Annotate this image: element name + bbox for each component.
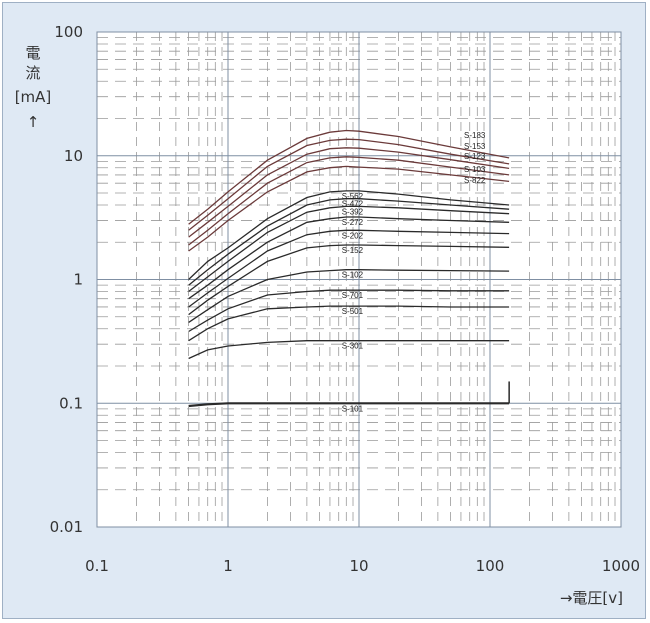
y-label-line-2: [mA] xyxy=(15,88,52,106)
x-axis-label: →電圧[v] xyxy=(560,589,623,607)
x-tick-label: 1000 xyxy=(602,557,640,575)
series-label-s-301: S-301 xyxy=(342,342,364,351)
series-line-s-822 xyxy=(188,165,510,252)
series-line-s-153 xyxy=(188,138,510,231)
series-line-s-183 xyxy=(188,129,510,225)
series-label-s-272: S-272 xyxy=(342,218,364,227)
series-line-s-392 xyxy=(188,205,510,293)
series-label-s-103: S-103 xyxy=(464,165,486,174)
series-label-s-101: S-101 xyxy=(342,404,364,413)
series-line-s-701 xyxy=(188,289,510,333)
series-label-s-822: S-822 xyxy=(464,176,486,185)
y-tick-label: 1 xyxy=(73,271,83,289)
series-line-s-301 xyxy=(188,340,510,360)
series-label-s-392: S-392 xyxy=(342,207,364,216)
x-tick-label: 10 xyxy=(349,557,368,575)
series-line-s-101 xyxy=(188,402,510,408)
grid xyxy=(96,31,622,528)
series-group xyxy=(188,129,510,408)
y-label-line-0: 電 xyxy=(25,44,40,62)
x-tick-label: 1 xyxy=(223,557,233,575)
series-label-s-153: S-153 xyxy=(464,142,486,151)
series-label-s-183: S-183 xyxy=(464,131,486,140)
series-label-s-202: S-202 xyxy=(342,231,364,240)
series-label-s-501: S-501 xyxy=(342,307,364,316)
x-tick-label: 0.1 xyxy=(85,557,109,575)
series-label-s-472: S-472 xyxy=(342,200,364,209)
series-label-s-123: S-123 xyxy=(464,152,486,161)
x-tick-label: 100 xyxy=(476,557,505,575)
y-label-line-3: ↑ xyxy=(27,113,40,131)
y-tick-label: 0.1 xyxy=(59,394,83,412)
series-line-s-103 xyxy=(188,156,510,246)
series-label-s-152: S-152 xyxy=(342,246,364,255)
series-line-s-152 xyxy=(188,244,510,316)
series-line-s-123 xyxy=(188,147,510,238)
series-label-s-562: S-562 xyxy=(342,192,364,201)
y-label-line-1: 流 xyxy=(25,64,40,82)
series-line-s-501 xyxy=(188,305,510,342)
series-line-s-472 xyxy=(188,198,510,286)
series-line-s-272 xyxy=(188,216,510,300)
series-label-s-701: S-701 xyxy=(342,291,364,300)
y-tick-label: 0.01 xyxy=(50,518,83,536)
series-line-s-562 xyxy=(188,190,510,280)
tick-labels: 0.1 1 10 100 1000 100 10 1 0.1 0.01 xyxy=(50,23,641,575)
y-tick-label: 100 xyxy=(54,23,83,41)
series-label-s-102: S-102 xyxy=(342,271,364,280)
series-line-s-202 xyxy=(188,229,510,308)
y-tick-label: 10 xyxy=(64,147,83,165)
series-line-s-102 xyxy=(188,269,510,323)
